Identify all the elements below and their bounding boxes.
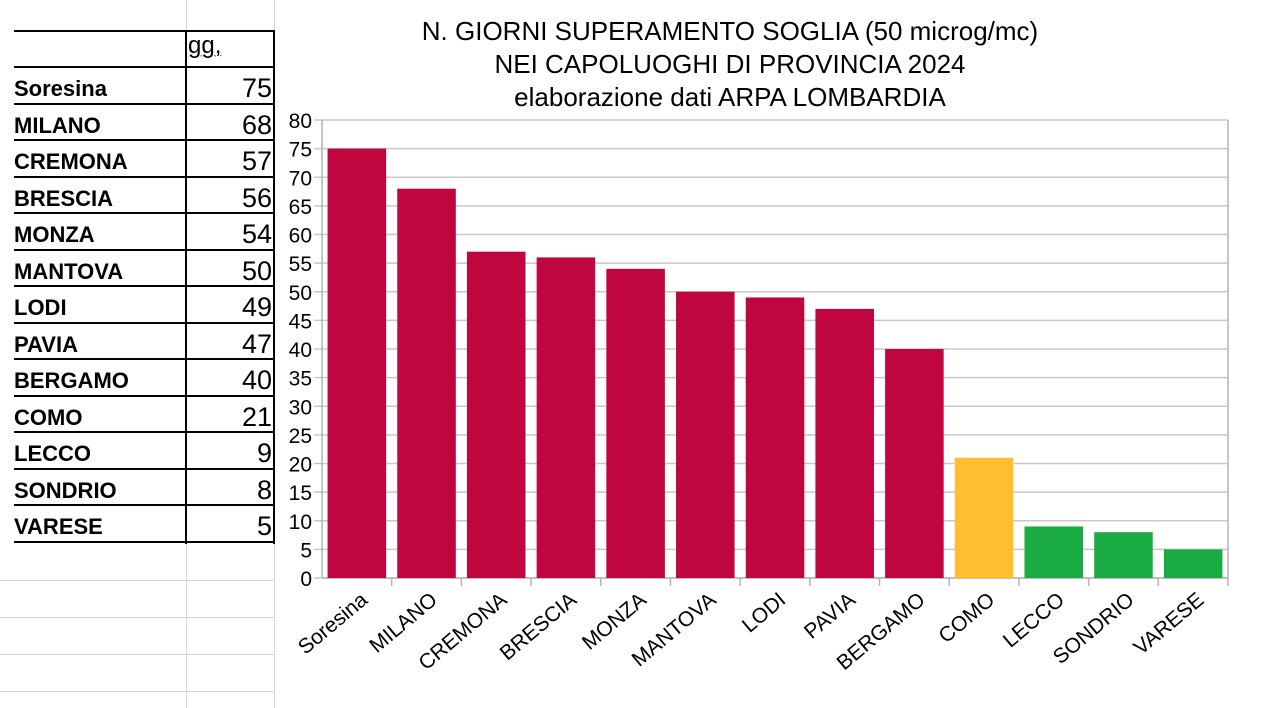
table-cell-name[interactable]: MANTOVA (14, 258, 124, 284)
table-cell-value[interactable]: 47 (241, 328, 272, 359)
table-cell-name[interactable]: SONDRIO (14, 477, 117, 503)
y-tick-label: 75 (289, 139, 312, 162)
y-tick-label: 35 (289, 368, 312, 391)
x-tick-label: VARESE (1129, 588, 1208, 659)
y-tick-label: 10 (289, 511, 312, 534)
bar-lodi[interactable] (745, 297, 805, 578)
table-cell-name[interactable]: CREMONA (14, 149, 128, 174)
table-cell-name[interactable]: VARESE (14, 514, 103, 539)
y-tick-label: 25 (289, 425, 312, 448)
table-cell-name[interactable]: COMO (14, 404, 83, 430)
table-row-border (14, 212, 274, 214)
table-cell-value[interactable]: 40 (241, 365, 272, 395)
bar-bergamo[interactable] (885, 349, 944, 578)
table-row-border (14, 467, 274, 470)
bar-sondrio[interactable] (1094, 532, 1153, 578)
table-row-border (14, 504, 274, 506)
table-row-border (14, 431, 274, 433)
table-cell-name[interactable]: MONZA (14, 222, 95, 247)
bar-varese[interactable] (1163, 549, 1223, 578)
table-cell-value[interactable]: 57 (241, 146, 272, 176)
sheet-row-line (0, 654, 275, 655)
table-cell-value[interactable]: 8 (256, 474, 272, 505)
table-row-border (14, 139, 274, 141)
table-cell-value[interactable]: 75 (241, 73, 272, 103)
bar-milano[interactable] (397, 188, 456, 578)
bar-pavia[interactable] (815, 308, 874, 578)
table-cell-name[interactable]: PAVIA (14, 331, 78, 357)
table-right-border (273, 30, 275, 544)
table-cell-name[interactable]: MILANO (14, 112, 101, 138)
x-tick-label: COMO (934, 588, 999, 648)
table-row-border (14, 394, 274, 397)
x-tick-label: BRESCIA (496, 588, 581, 665)
y-tick-label: 5 (300, 539, 312, 562)
table-row-border (14, 102, 274, 105)
table-cell-value[interactable]: 9 (256, 438, 272, 468)
table-cell-name[interactable]: LODI (14, 295, 67, 320)
bar-cremona[interactable] (466, 251, 526, 579)
table-cell-value[interactable]: 21 (241, 401, 272, 432)
table-top-border (14, 30, 274, 32)
table-cell-value[interactable]: 49 (241, 292, 272, 322)
y-tick-label: 70 (289, 167, 312, 190)
x-tick-label: Soresina (294, 588, 373, 659)
table-cell-value[interactable]: 68 (241, 109, 272, 140)
chart-title-line-2: NEI CAPOLUOGHI DI PROVINCIA 2024 (494, 49, 966, 79)
y-tick-label: 20 (289, 454, 312, 477)
sheet-row-line (0, 580, 275, 581)
table-row-border (14, 248, 274, 251)
chart-title-line-1: N. GIORNI SUPERAMENTO SOGLIA (50 microg/… (421, 16, 1039, 46)
table-header-border (14, 66, 274, 68)
sheet-row-line (0, 691, 275, 692)
y-tick-label: 40 (289, 339, 312, 362)
bar-mantova[interactable] (676, 291, 735, 578)
bar-como[interactable] (954, 457, 1014, 578)
table-cell-value[interactable]: 56 (241, 182, 272, 213)
y-tick-label: 45 (289, 310, 312, 333)
bar-lecco[interactable] (1024, 526, 1084, 578)
table-row-border (14, 285, 274, 287)
table-cell-value[interactable]: 5 (256, 511, 272, 541)
chart-title-line-3: elaborazione dati ARPA LOMBARDIA (514, 82, 946, 112)
y-tick-label: 30 (289, 396, 312, 419)
table-cell-value[interactable]: 54 (241, 219, 272, 249)
table-left-divider (185, 30, 187, 544)
table-cell-name[interactable]: Soresina (14, 76, 107, 101)
table-cell-name[interactable]: BERGAMO (14, 368, 129, 393)
y-tick-label: 50 (289, 282, 312, 305)
y-tick-label: 80 (289, 110, 312, 133)
x-tick-label: LODI (738, 588, 790, 637)
bar-soresina[interactable] (327, 148, 387, 578)
table-cell-value[interactable]: 50 (241, 255, 272, 286)
table-row-border (14, 175, 274, 178)
y-tick-label: 60 (289, 225, 312, 248)
y-tick-label: 15 (289, 482, 312, 505)
sheet-row-line (0, 617, 275, 618)
table-cell-name[interactable]: BRESCIA (14, 185, 114, 211)
column-header[interactable]: gg, (188, 32, 222, 59)
table-cell-name[interactable]: LECCO (14, 441, 91, 466)
table-row-border (14, 358, 274, 360)
x-tick-label: PAVIA (800, 588, 860, 643)
y-tick-label: 0 (300, 568, 312, 591)
y-tick-label: 65 (289, 196, 312, 219)
bar-brescia[interactable] (536, 257, 596, 578)
bar-monza[interactable] (606, 268, 665, 578)
y-tick-label: 55 (289, 253, 312, 276)
table-row-border (14, 540, 274, 543)
table-row-border (14, 321, 274, 324)
